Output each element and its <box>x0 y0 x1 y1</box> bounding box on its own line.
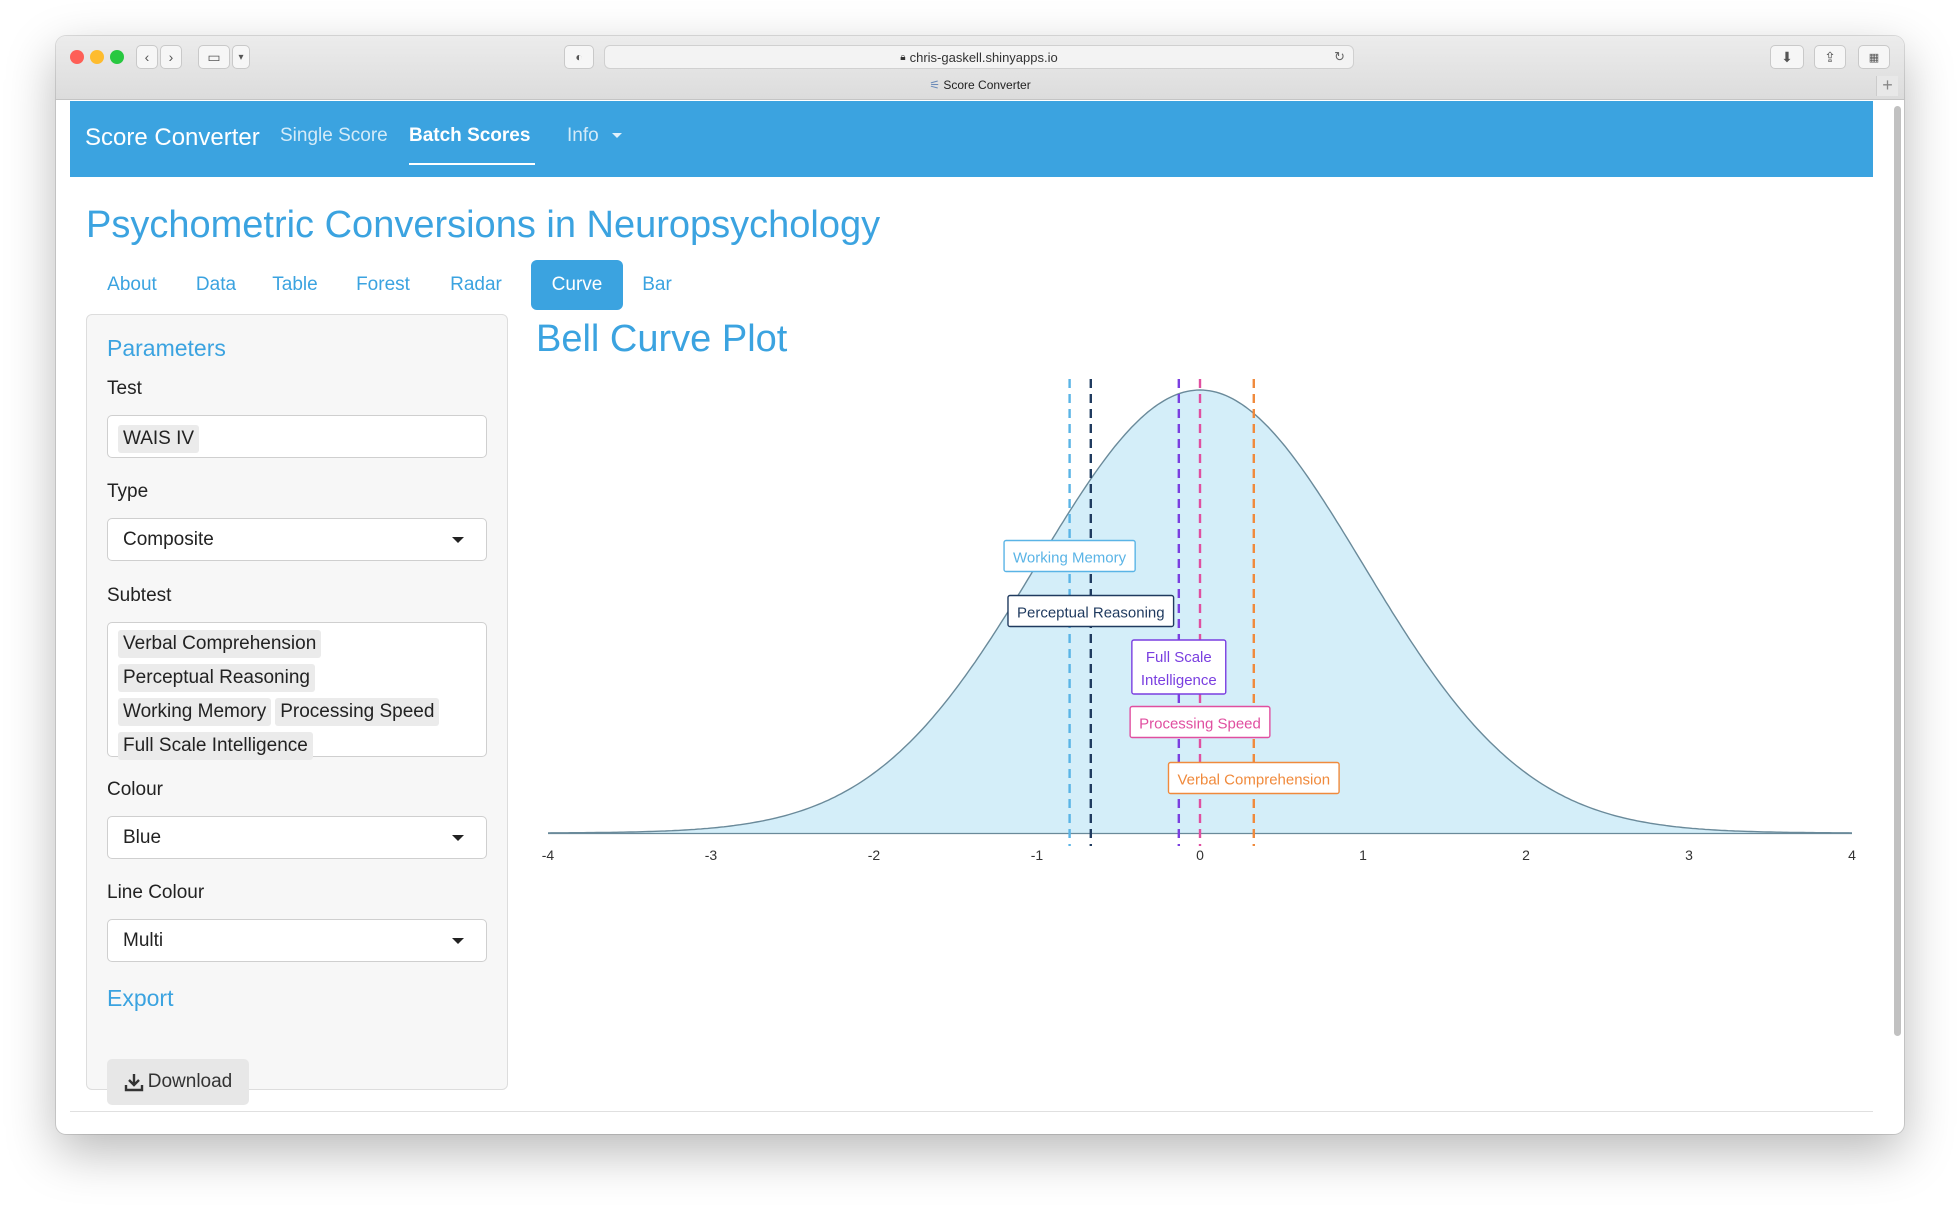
browser-window: ‹ › ▭ ▾ ◐ 🔒︎ chris-gaskell.shinyapps.io … <box>56 36 1904 1134</box>
x-tick-label: -1 <box>1031 847 1044 863</box>
marker-label: Processing Speed <box>1129 705 1271 739</box>
subtest-multiselect[interactable]: Verbal Comprehension Perceptual Reasonin… <box>107 622 487 760</box>
browser-tab[interactable]: ⚟ Score Converter <box>56 78 1904 92</box>
tab-bar[interactable]: Bar <box>642 274 672 295</box>
line-colour-label: Line Colour <box>107 882 205 903</box>
active-nav-underline <box>409 163 535 165</box>
back-icon[interactable]: ‹ <box>136 45 158 69</box>
marker-label-text: Processing Speed <box>1139 716 1261 733</box>
colour-select[interactable]: Blue <box>107 816 487 859</box>
privacy-shield-icon[interactable]: ◐ <box>564 45 594 69</box>
marker-label-box <box>1003 539 1136 573</box>
top-navbar: Score Converter Single Score Batch Score… <box>70 101 1873 177</box>
nav-single-score[interactable]: Single Score <box>280 125 388 146</box>
zoom-window-button[interactable] <box>110 50 124 64</box>
caret-down-icon <box>611 133 622 139</box>
browser-titlebar: ‹ › ▭ ▾ ◐ 🔒︎ chris-gaskell.shinyapps.io … <box>56 36 1904 100</box>
tab-curve[interactable]: Curve <box>531 260 623 310</box>
subtest-chip[interactable]: Verbal Comprehension <box>118 630 322 658</box>
lock-icon: 🔒︎ <box>900 51 906 63</box>
parameters-heading: Parameters <box>107 335 226 361</box>
downloads-icon[interactable]: ⬇ <box>1770 45 1804 69</box>
parameters-panel: Parameters Test WAIS IV Type Composite S… <box>86 314 508 1105</box>
share-icon[interactable]: ⇪ <box>1814 45 1846 69</box>
marker-label-box <box>1007 594 1175 628</box>
line-colour-select[interactable]: Multi <box>107 919 487 962</box>
marker-label-text: Perceptual Reasoning <box>1017 605 1165 622</box>
type-label: Type <box>107 481 149 502</box>
subtest-chip[interactable]: Processing Speed <box>275 698 440 726</box>
chart-title: Bell Curve Plot <box>536 318 788 360</box>
marker-label-box <box>1129 705 1271 739</box>
test-label: Test <box>107 378 142 399</box>
nav-info-dropdown[interactable]: Info <box>567 125 622 147</box>
marker-label-text: Full Scale <box>1146 649 1212 666</box>
x-tick-label: 2 <box>1522 847 1530 863</box>
footer-divider <box>70 1111 1873 1112</box>
x-tick-label: 1 <box>1359 847 1367 863</box>
page-title: Psychometric Conversions in Neuropsychol… <box>86 204 881 246</box>
address-bar[interactable]: 🔒︎ chris-gaskell.shinyapps.io ↻ <box>604 45 1354 69</box>
colour-label: Colour <box>107 779 163 800</box>
tab-table[interactable]: Table <box>272 274 318 295</box>
subtest-chip[interactable]: Perceptual Reasoning <box>118 664 315 692</box>
tab-radar[interactable]: Radar <box>450 274 502 295</box>
tab-overview-icon[interactable]: ▦ <box>1858 45 1890 69</box>
download-button[interactable]: Download <box>107 1059 249 1105</box>
type-value: Composite <box>123 529 214 550</box>
nav-batch-scores[interactable]: Batch Scores <box>409 125 531 146</box>
browser-tab-title: Score Converter <box>943 78 1031 92</box>
line-colour-value: Multi <box>123 930 164 951</box>
curve-line <box>547 389 1853 834</box>
x-tick-label: 3 <box>1685 847 1693 863</box>
x-tick-label: -4 <box>542 847 555 863</box>
navbar-brand[interactable]: Score Converter <box>85 124 260 151</box>
export-heading: Export <box>107 985 174 1011</box>
marker-label-box <box>1167 761 1340 795</box>
caret-down-icon <box>452 835 464 841</box>
caret-down-icon <box>452 537 464 543</box>
tab-forest[interactable]: Forest <box>356 274 410 295</box>
colour-value: Blue <box>123 827 162 848</box>
marker-label: Verbal Comprehension <box>1167 761 1340 795</box>
subtest-chip[interactable]: Working Memory <box>118 698 272 726</box>
sidebar-toggle-icon[interactable]: ▭ <box>198 45 230 69</box>
page-scrollbar[interactable] <box>1894 106 1901 1036</box>
tab-data[interactable]: Data <box>195 274 237 295</box>
x-tick-label: -3 <box>705 847 718 863</box>
subtest-chip[interactable]: Full Scale Intelligence <box>118 732 313 760</box>
x-tick-label: -2 <box>868 847 881 863</box>
test-select[interactable]: WAIS IV <box>107 415 487 458</box>
chevron-down-icon[interactable]: ▾ <box>232 45 250 69</box>
type-select[interactable]: Composite <box>107 518 487 561</box>
minimize-window-button[interactable] <box>90 50 104 64</box>
marker-label: Working Memory <box>1003 539 1136 573</box>
marker-label: Full Scale Intelligence <box>1131 639 1227 695</box>
favicon-icon: ⚟ <box>929 78 941 92</box>
new-tab-button[interactable]: + <box>1876 76 1898 96</box>
marker-label-text: Working Memory <box>1013 550 1127 567</box>
download-label: Download <box>147 1071 233 1092</box>
close-window-button[interactable] <box>70 50 84 64</box>
download-icon <box>124 1074 143 1092</box>
marker-label-box <box>1131 639 1227 695</box>
tab-about[interactable]: About <box>107 274 157 295</box>
bell-curve-plot: -4 -3 -2 -1 0 1 2 3 4 Working Memory Perceptual Re… <box>542 379 1856 863</box>
url-text: chris-gaskell.shinyapps.io <box>909 49 1058 65</box>
marker-label-text: Verbal Comprehension <box>1177 772 1330 789</box>
subtest-label: Subtest <box>107 585 172 606</box>
reload-icon[interactable]: ↻ <box>1334 49 1345 64</box>
x-tick-label: 0 <box>1196 847 1204 863</box>
caret-down-icon <box>452 938 464 944</box>
nav-info-label: Info <box>567 125 599 146</box>
marker-label-text: Intelligence <box>1141 672 1217 689</box>
forward-icon[interactable]: › <box>160 45 182 69</box>
x-tick-label: 4 <box>1848 847 1856 863</box>
marker-label: Perceptual Reasoning <box>1007 594 1175 628</box>
test-chip[interactable]: WAIS IV <box>118 425 200 453</box>
